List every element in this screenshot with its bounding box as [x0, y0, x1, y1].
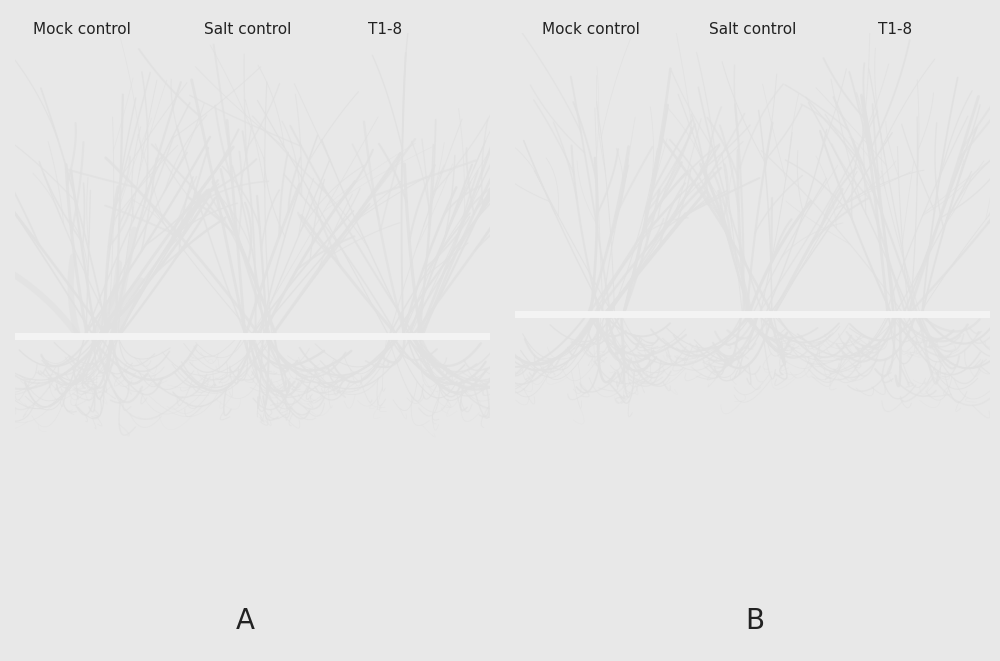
Text: Mock control: Mock control [542, 22, 640, 37]
Text: B: B [745, 607, 765, 635]
Text: T1-8: T1-8 [368, 22, 403, 37]
Text: A: A [236, 607, 254, 635]
Text: Mock control: Mock control [33, 22, 130, 37]
Text: Salt control: Salt control [709, 22, 796, 37]
Text: T1-8: T1-8 [878, 22, 912, 37]
Text: Salt control: Salt control [204, 22, 291, 37]
